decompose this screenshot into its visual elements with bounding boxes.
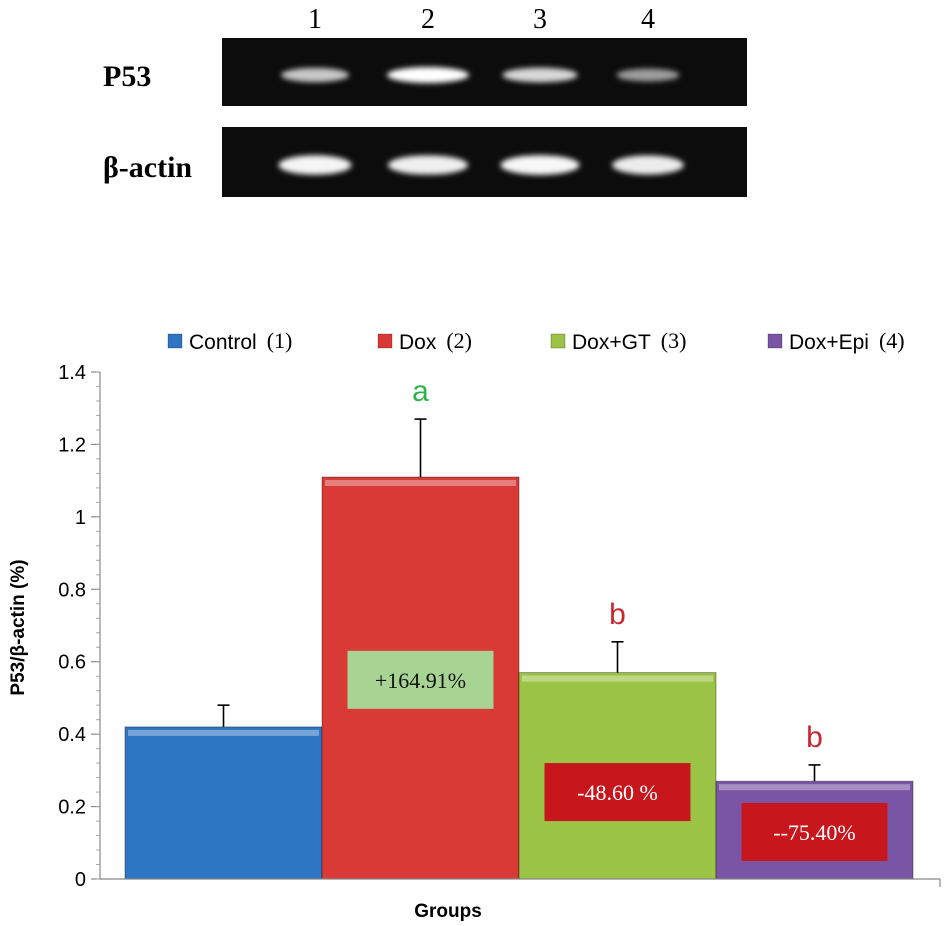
bars: a +164.91% b -48.60 % b --75.40% xyxy=(124,375,914,880)
percent-change-box xyxy=(544,763,691,822)
lane-number: 3 xyxy=(533,4,547,35)
y-tick-label: 1.2 xyxy=(58,434,86,456)
legend-swatch xyxy=(767,333,783,349)
y-axis-label: P53/β-actin (%) xyxy=(8,559,29,695)
blot-rows: P53 β-actin xyxy=(103,38,747,197)
bar xyxy=(124,726,323,880)
blot-row-label: P53 xyxy=(103,60,151,93)
lane-number: 2 xyxy=(421,4,435,35)
blot-row-label: β-actin xyxy=(103,151,192,184)
legend-label: Dox+GT xyxy=(572,331,651,354)
y-tick-label: 0 xyxy=(75,869,86,891)
bar-chart: 0 0.2 0.4 0.6 0.8 1 1.2 1.4 a +164.91% b -48.60 % b… xyxy=(8,362,941,922)
blot-band xyxy=(281,67,349,83)
legend-lane-tag: (4) xyxy=(879,328,905,353)
percent-change-box xyxy=(741,802,888,861)
significance-letter: b xyxy=(609,598,626,631)
lane-number: 1 xyxy=(308,4,322,35)
legend-label: Dox+Epi xyxy=(789,331,869,354)
blot-band xyxy=(500,155,580,175)
y-axis-ticks: 0 0.2 0.4 0.6 0.8 1 1.2 1.4 xyxy=(58,362,941,891)
significance-letter: a xyxy=(412,375,429,408)
y-tick-label: 1 xyxy=(75,507,86,529)
y-tick-label: 0.2 xyxy=(58,797,86,819)
blot-band xyxy=(387,155,469,175)
y-tick-label: 0.6 xyxy=(58,652,86,674)
blot-panel: 1 2 3 4 P53 β-actin xyxy=(103,4,747,197)
blot-band xyxy=(387,67,469,83)
significance-letter: b xyxy=(806,721,823,754)
percent-change-label: +164.91% xyxy=(375,668,466,693)
percent-change-label: -48.60 % xyxy=(577,780,658,805)
y-tick-label: 0.4 xyxy=(58,724,86,746)
y-tick-label: 0.8 xyxy=(58,579,86,601)
lane-numbers: 1 2 3 4 xyxy=(308,4,655,35)
y-tick-label: 1.4 xyxy=(58,362,86,384)
x-axis-label: Groups xyxy=(414,901,482,922)
legend: Control (1) Dox (2) Dox+GT (3) Dox+Epi (4) xyxy=(167,328,905,354)
blot-band xyxy=(502,67,578,83)
legend-swatch xyxy=(550,333,566,349)
blot-band xyxy=(612,155,684,175)
bar-highlight xyxy=(719,784,910,791)
legend-lane-tag: (2) xyxy=(446,328,472,353)
bar-highlight xyxy=(325,480,516,487)
blot-band xyxy=(278,155,352,175)
legend-label: Control xyxy=(189,331,257,354)
legend-label: Dox xyxy=(399,331,437,354)
blot-band xyxy=(616,68,680,82)
bar-highlight xyxy=(522,675,713,682)
bar-highlight xyxy=(128,729,319,736)
lane-number: 4 xyxy=(641,4,655,35)
legend-swatch xyxy=(377,333,393,349)
percent-change-box xyxy=(347,650,494,709)
percent-change-label: --75.40% xyxy=(773,820,855,845)
legend-lane-tag: (3) xyxy=(661,328,687,353)
legend-lane-tag: (1) xyxy=(267,328,293,353)
legend-swatch xyxy=(167,333,183,349)
